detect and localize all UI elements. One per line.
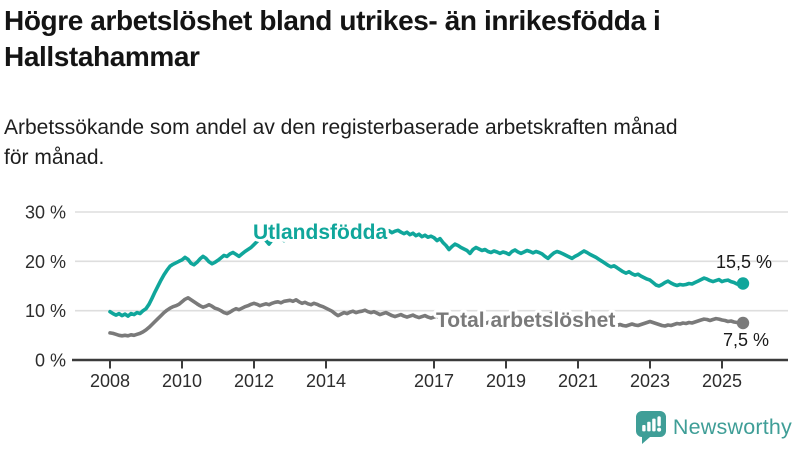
chart-title-line-2: Hallstahammar — [4, 40, 200, 72]
x-axis-tick-label: 2014 — [306, 371, 346, 391]
newsworthy-bubble-chart-icon — [635, 411, 666, 444]
series-line — [108, 296, 745, 338]
newsworthy-logo[interactable]: Newsworthy — [635, 411, 792, 444]
series-label-utlandsfodda: Utlandsfödda — [253, 221, 387, 244]
chart-subtitle: Arbetssökande som andel av den registerb… — [4, 113, 798, 174]
series-line — [108, 228, 745, 318]
series-end-dot — [736, 316, 750, 330]
plot-area: 0 % 10 % 20 % 30 % 2008 2010 2012 2014 2017 2019 2… — [25, 203, 788, 391]
y-axis-tick-label: 0 % — [35, 351, 66, 371]
x-axis-tick-label: 2012 — [234, 371, 274, 391]
chart-title: Högre arbetslöshet bland utrikes- än inr… — [4, 3, 798, 75]
end-value-label-utlandsfodda: 15,5 % — [716, 252, 772, 272]
x-axis-tick-label: 2010 — [162, 371, 202, 391]
x-axis-tick-label: 2017 — [414, 371, 454, 391]
chart-subtitle-line-1: Arbetssökande som andel av den registerb… — [4, 116, 678, 139]
y-axis-tick-label: 10 % — [25, 301, 66, 321]
newsworthy-wordmark: Newsworthy — [672, 415, 792, 439]
y-axis-tick-label: 20 % — [25, 252, 66, 272]
series-end-dot — [736, 277, 750, 290]
series-label-total-arbetsloshet: Total arbetslöshet — [436, 309, 615, 332]
x-axis-tick-label: 2021 — [558, 371, 598, 391]
line-chart: 0 % 10 % 20 % 30 % 2008 2010 2012 2014 2017 2019 2… — [25, 203, 788, 391]
chart-title-line-1: Högre arbetslöshet bland utrikes- än inr… — [4, 5, 661, 36]
x-axis-tick-label: 2023 — [630, 371, 670, 391]
chart-annotations: Utlandsfödda Total arbetslöshet 15,5 % 7… — [250, 218, 772, 350]
x-axis-tick-label: 2025 — [702, 371, 742, 391]
end-value-label-total: 7,5 % — [723, 330, 769, 350]
chart-subtitle-line-2: för månad. — [4, 146, 105, 170]
x-axis-tick-label: 2008 — [90, 371, 130, 391]
x-axis-tick-label: 2019 — [486, 371, 526, 391]
y-axis-tick-label: 30 % — [25, 203, 66, 223]
